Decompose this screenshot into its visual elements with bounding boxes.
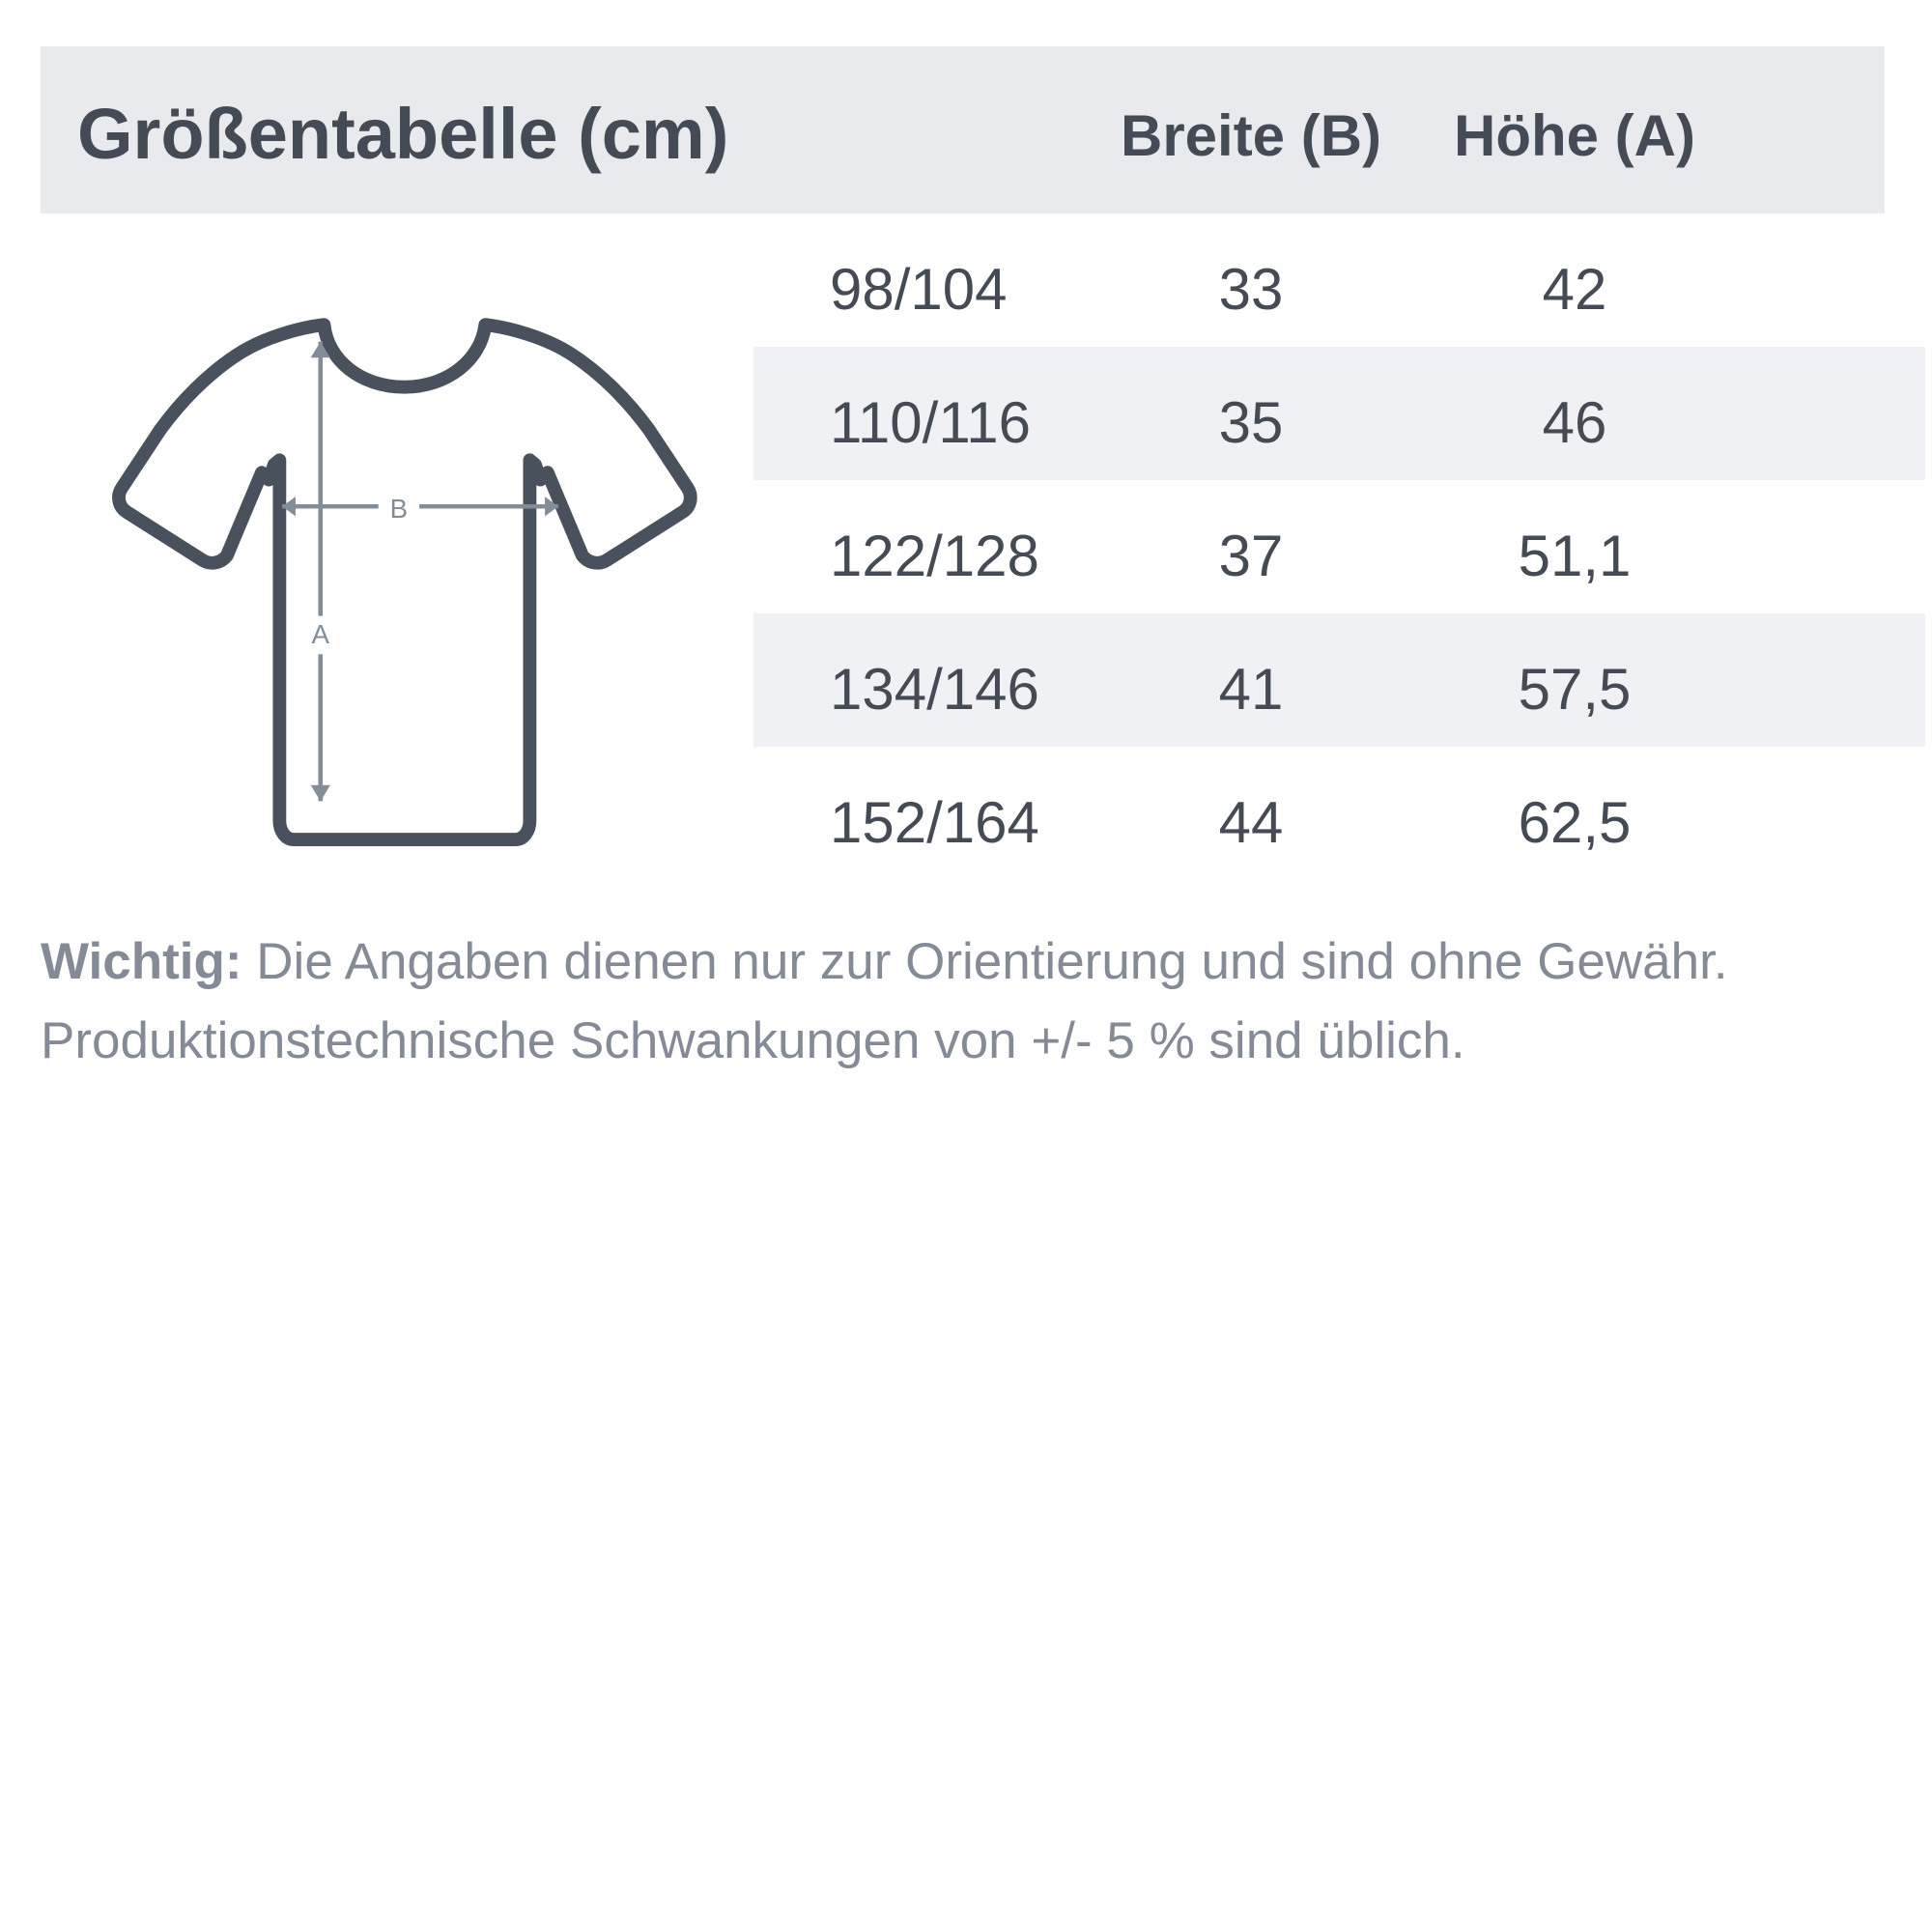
svg-text:A: A	[312, 619, 330, 649]
svg-text:B: B	[390, 494, 408, 524]
